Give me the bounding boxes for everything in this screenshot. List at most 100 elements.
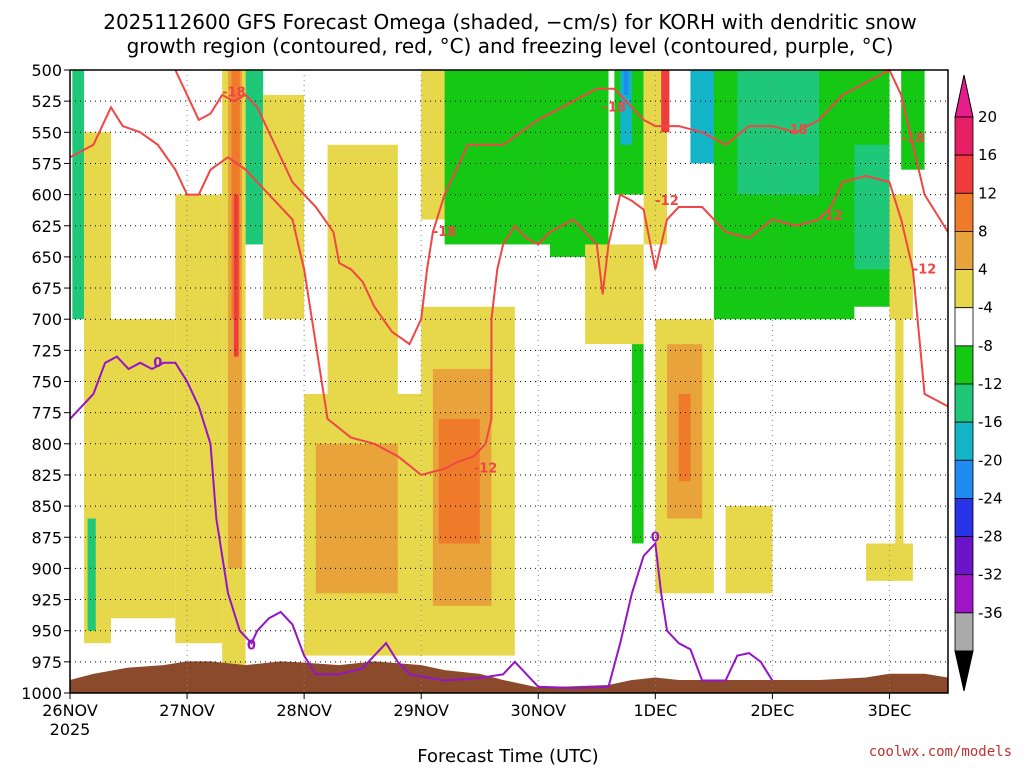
chart-title-line1: 2025112600 GFS Forecast Omega (shaded, −… xyxy=(103,10,917,34)
colorbar-label-16: 16 xyxy=(978,146,997,164)
colorbar-label-8: 8 xyxy=(978,222,988,240)
colorbar-bin-4 xyxy=(954,269,974,309)
chart-title-line2: growth region (contoured, red, °C) and f… xyxy=(127,34,894,58)
colorbar-bin--8 xyxy=(954,345,974,385)
y-tick-label-675: 675 xyxy=(31,279,62,298)
contour-label--12-0: -12 xyxy=(474,462,498,477)
colorbar-label--12: -12 xyxy=(978,375,1003,393)
colorbar-bin--36 xyxy=(954,612,974,652)
colorbar-label-12: 12 xyxy=(978,184,997,202)
y-tick-label-650: 650 xyxy=(31,248,62,267)
y-tick-label-550: 550 xyxy=(31,123,62,142)
y-tick-label-925: 925 xyxy=(31,591,62,610)
colorbar-bin--28 xyxy=(954,536,974,576)
x-tick-label-28NOV: 28NOV xyxy=(276,701,332,720)
contour-label--12-2: -12 xyxy=(819,209,843,224)
colorbar-bin-16 xyxy=(954,154,974,194)
contour-label-0-1: 0 xyxy=(247,639,256,654)
y-tick-label-775: 775 xyxy=(31,404,62,423)
colorbar-label--20: -20 xyxy=(978,451,1003,469)
y-axis: 500 525 550 575 600 625 650 675 700 725 750 775 800 8… xyxy=(21,61,70,703)
contour-label--18-2: -18 xyxy=(603,100,627,115)
x-tick-label-1DEC: 1DEC xyxy=(633,701,677,720)
omega-region-3 xyxy=(110,319,176,619)
x-tick-label-29NOV: 29NOV xyxy=(393,701,449,720)
omega-region-39 xyxy=(895,319,904,569)
colorbar-bin--16 xyxy=(954,421,974,461)
y-tick-label-900: 900 xyxy=(31,559,62,578)
plot-area: -12 -12 -12 -12 -18 -18 -18 -18 -18 0 0 0 xyxy=(69,68,949,694)
colorbar-label--36: -36 xyxy=(978,604,1003,622)
x-tick-label-26NOV: 26NOV xyxy=(42,701,98,720)
colorbar-label--32: -32 xyxy=(978,566,1003,584)
colorbar-bin--20 xyxy=(954,459,974,499)
contour--12 xyxy=(69,105,949,477)
omega-region-22 xyxy=(620,70,632,145)
x-tick-label-2DEC: 2DEC xyxy=(751,701,795,720)
y-tick-label-725: 725 xyxy=(31,341,62,360)
colorbar-label--24: -24 xyxy=(978,489,1003,507)
omega-region-0 xyxy=(72,70,85,320)
omega-region-23 xyxy=(623,70,629,95)
contour-label-0-0: 0 xyxy=(153,356,162,371)
omega-region-29 xyxy=(678,393,691,482)
y-tick-label-600: 600 xyxy=(31,186,62,205)
colorbar-label-4: 4 xyxy=(978,261,988,279)
colorbar-label-20: 20 xyxy=(978,108,997,126)
colorbar-bin-8 xyxy=(954,231,974,270)
y-tick-label-625: 625 xyxy=(31,217,62,236)
y-tick-label-525: 525 xyxy=(31,92,62,111)
y-tick-label-975: 975 xyxy=(31,653,62,672)
y-tick-label-575: 575 xyxy=(31,154,62,173)
y-tick-label-800: 800 xyxy=(31,435,62,454)
omega-region-2 xyxy=(87,518,96,631)
x-tick-sublabel-26NOV: 2025 xyxy=(50,720,91,739)
x-tick-label-27NOV: 27NOV xyxy=(159,701,215,720)
credit-text: coolwx.com/models xyxy=(869,744,1012,760)
contour-lines: -12 -12 -12 -12 -18 -18 -18 -18 -18 0 0 0 xyxy=(69,68,949,690)
contour-label--12-1: -12 xyxy=(655,194,679,209)
colorbar-bin-12 xyxy=(954,192,974,232)
omega-region-8 xyxy=(233,194,239,357)
omega-region-9 xyxy=(245,70,264,245)
terrain-fill xyxy=(69,661,949,694)
omega-region-20 xyxy=(585,244,644,345)
omega-region-10 xyxy=(263,94,305,320)
colorbar: 20 16 12 8 4 -4 -8 -12 -16 -20 -24 -28 -32 -36 xyxy=(954,74,1003,692)
y-tick-label-1000: 1000 xyxy=(21,684,62,703)
omega-region-34 xyxy=(854,144,890,270)
y-tick-label-500: 500 xyxy=(31,61,62,80)
y-tick-label-875: 875 xyxy=(31,528,62,547)
colorbar-bin--12 xyxy=(954,383,974,423)
omega-region-13 xyxy=(327,144,398,394)
y-tick-label-825: 825 xyxy=(31,466,62,485)
contour-label--12-3: -12 xyxy=(913,262,937,277)
colorbar-top-arrow xyxy=(954,74,974,118)
colorbar-bin--4 xyxy=(954,307,974,347)
colorbar-bin--24 xyxy=(954,498,974,537)
contour-label--18-4: -18 xyxy=(901,132,925,147)
colorbar-bottom-arrow xyxy=(954,650,974,692)
omega-region-4 xyxy=(175,194,223,644)
omega-region-26 xyxy=(631,344,644,544)
omega-region-35 xyxy=(725,506,773,594)
y-tick-label-850: 850 xyxy=(31,497,62,516)
colorbar-label--4: -4 xyxy=(978,299,993,317)
contour-label--18-0: -18 xyxy=(222,85,246,100)
contour-label--18-3: -18 xyxy=(784,123,808,138)
x-tick-label-30NOV: 30NOV xyxy=(510,701,566,720)
omega-region-18 xyxy=(444,70,550,245)
colorbar-bin--32 xyxy=(954,574,974,614)
y-tick-label-950: 950 xyxy=(31,622,62,641)
colorbar-label--28: -28 xyxy=(978,528,1003,546)
contour-0 xyxy=(69,355,774,690)
y-tick-label-700: 700 xyxy=(31,310,62,329)
omega-region-12 xyxy=(315,443,398,594)
x-tick-label-3DEC: 3DEC xyxy=(868,701,912,720)
y-tick-label-750: 750 xyxy=(31,373,62,392)
omega-region-36 xyxy=(866,543,913,581)
contour-label-0-2: 0 xyxy=(651,530,660,545)
contour--18 xyxy=(174,68,949,346)
